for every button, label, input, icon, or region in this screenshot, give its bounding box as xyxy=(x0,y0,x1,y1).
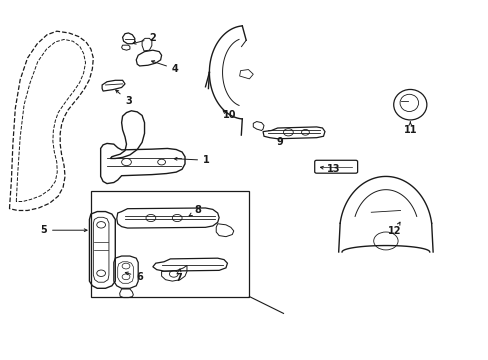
Text: 1: 1 xyxy=(174,155,209,165)
Text: 12: 12 xyxy=(387,222,401,236)
Text: 6: 6 xyxy=(125,272,142,282)
Text: 13: 13 xyxy=(320,164,340,174)
Text: 9: 9 xyxy=(276,138,283,147)
Text: 2: 2 xyxy=(133,33,156,44)
Text: 3: 3 xyxy=(116,90,131,106)
Text: 7: 7 xyxy=(175,269,182,283)
Text: 8: 8 xyxy=(189,206,201,216)
Text: 4: 4 xyxy=(151,60,178,74)
Text: 11: 11 xyxy=(403,122,416,135)
Text: 10: 10 xyxy=(222,111,236,121)
Text: 5: 5 xyxy=(40,225,87,235)
